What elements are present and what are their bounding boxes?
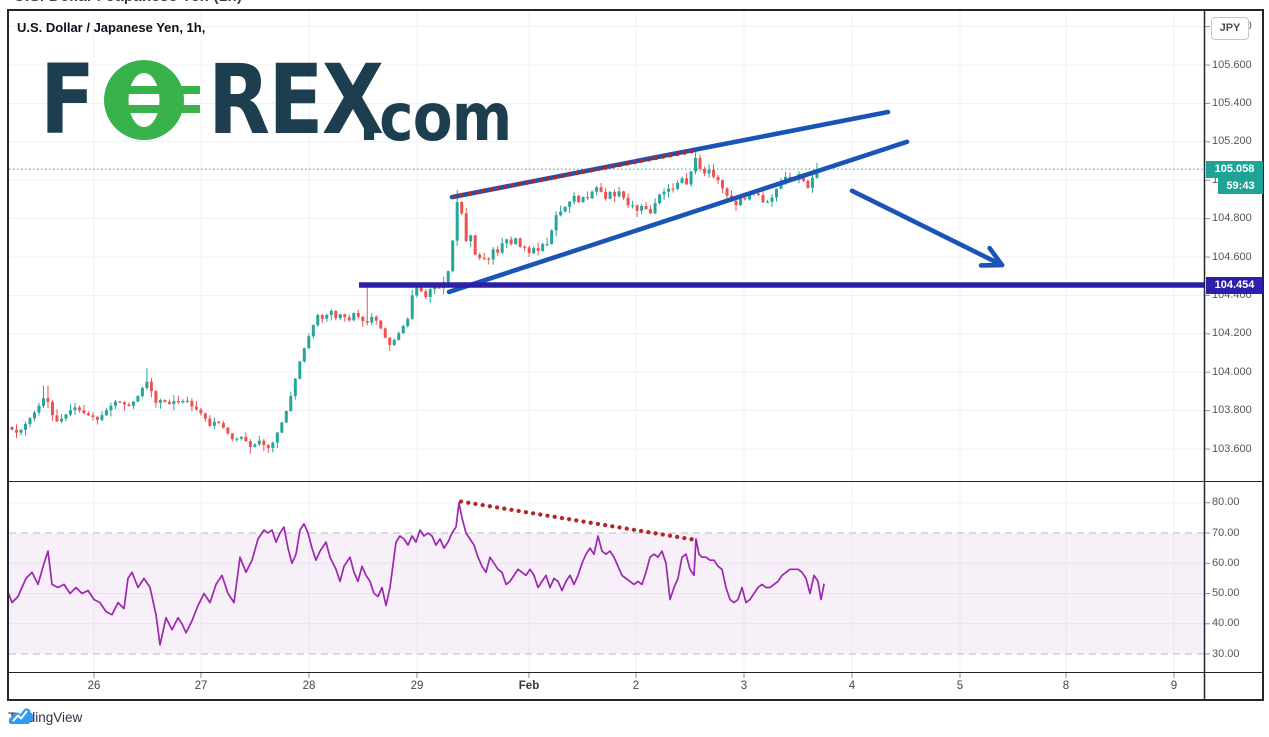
rsi-tick-label: 40.00 [1212,617,1240,630]
forex-logo-letter-f: F [40,44,95,156]
time-tick-label: 3 [740,680,748,692]
time-tick-label: 27 [194,680,208,692]
time-tick-label: 28 [302,680,316,692]
symbol-title: U.S. Dollar / Japanese Yen, 1h, [17,20,206,35]
price-tick-label: 104.600 [1212,250,1252,263]
bar-countdown-badge: 59:43 [1218,177,1263,194]
forex-logo-letters-rex: REX [208,44,384,156]
price-divergence-dotted-line[interactable] [452,148,700,199]
rising-wedge-lower-trendline[interactable] [446,139,910,295]
price-tick-label: 105.400 [1212,96,1252,109]
clipped-browser-text: U.S. Dollar / Japanese Yen (1h) [14,0,434,9]
support-level-badge: 104.454 [1206,276,1263,294]
time-tick-label: 8 [1062,680,1070,692]
time-tick-label: 9 [1170,680,1178,692]
last-price-badge: 105.058 [1206,160,1263,178]
price-tick-label: 103.800 [1212,404,1252,417]
price-tick-label: 104.000 [1212,365,1252,378]
axis-ticks [93,26,1210,678]
price-tick-label: 104.200 [1212,327,1252,340]
tradingview-attribution-link[interactable]: TradingView [8,705,82,729]
time-tick-label: 2 [632,680,640,692]
time-tick-label: 5 [956,680,964,692]
rsi-band [9,532,1204,655]
rsi-divergence-dotted-line[interactable] [458,499,699,543]
rsi-tick-label: 80.00 [1212,496,1240,509]
forex-logo-dotcom: .com [358,79,512,156]
time-tick-label: 26 [87,680,101,692]
price-tick-label: 105.200 [1212,135,1252,148]
gridlines [9,11,1204,672]
rsi-tick-label: 70.00 [1212,526,1240,539]
time-tick-label: Feb [518,680,540,692]
rsi-tick-label: 50.00 [1212,587,1240,599]
bearish-projection-arrow[interactable] [849,188,1005,268]
forex-com-watermark-logo: F REX .com [40,44,512,157]
time-tick-label: 29 [410,680,424,692]
currency-unit-button[interactable]: JPY [1211,17,1249,40]
rsi-tick-label: 60.00 [1212,556,1240,569]
price-tick-label: 104.800 [1212,212,1252,225]
price-tick-label: 105.600 [1212,58,1252,71]
candlestick-series [10,147,819,454]
forex-logo-o-coin-icon [104,60,200,140]
tradingview-cloud-icon [8,708,34,724]
rsi-line [9,501,825,646]
price-tick-label: 103.600 [1212,442,1252,455]
chart-frame-borders [7,9,1264,701]
rsi-tick-label: 30.00 [1212,647,1240,660]
time-tick-label: 4 [848,680,856,692]
